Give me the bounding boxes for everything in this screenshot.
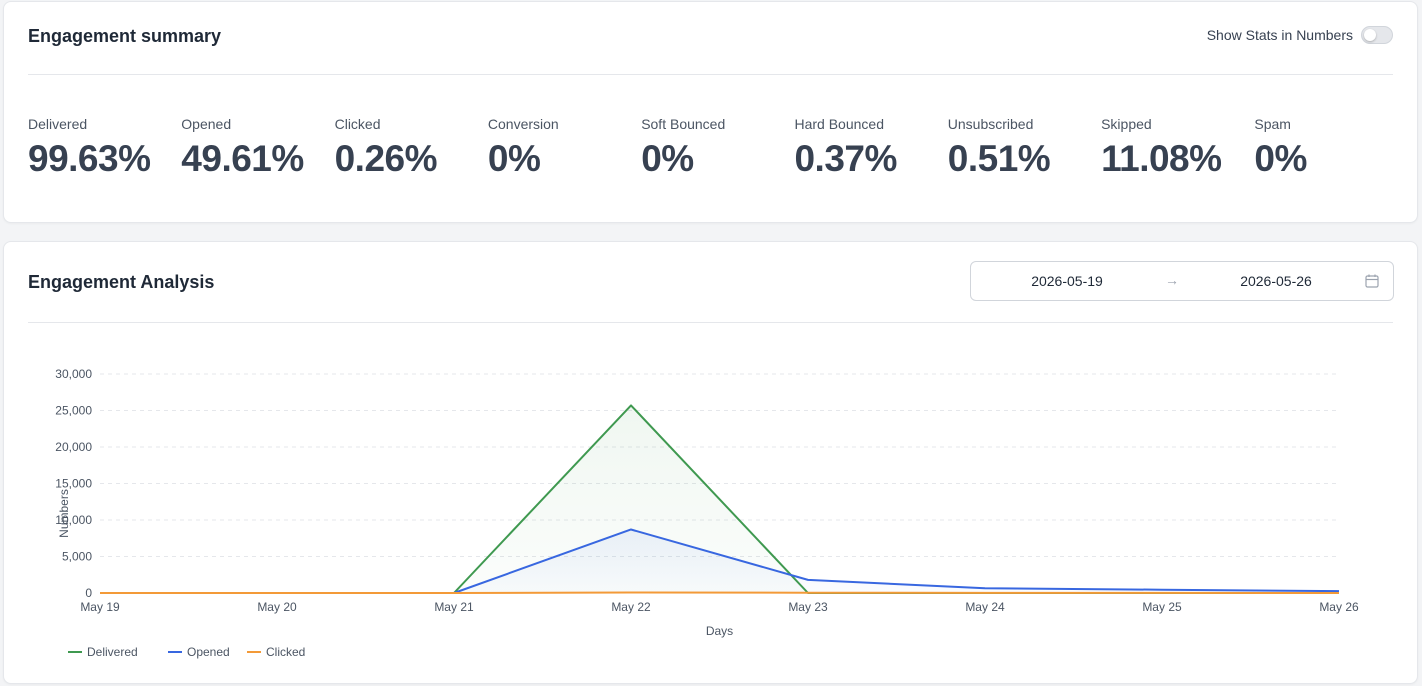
stat-skipped: Skipped 11.08% (1101, 116, 1254, 180)
y-tick-label: 25,000 (55, 404, 92, 418)
y-tick-label: 5,000 (62, 550, 92, 564)
stat-label: Unsubscribed (947, 116, 1034, 132)
x-tick-label: May 21 (434, 600, 474, 614)
stat-label: Opened (181, 116, 232, 132)
engagement-analysis-card: Engagement Analysis 2026-05-19 → 2026-05… (3, 241, 1418, 684)
stat-label: Hard Bounced (794, 116, 884, 132)
arrow-right-icon: → (1165, 272, 1179, 288)
start-date-input[interactable]: 2026-05-19 (1031, 273, 1103, 289)
legend-label-clicked: Clicked (266, 645, 305, 659)
stat-value: 0% (1254, 138, 1307, 179)
stat-value: 0.26% (334, 138, 438, 179)
x-tick-label: May 19 (80, 600, 120, 614)
y-tick-label: 20,000 (55, 440, 92, 454)
x-axis-title: Days (706, 624, 733, 638)
y-tick-label: 0 (85, 586, 92, 600)
stat-label: Clicked (334, 116, 381, 132)
end-date-input[interactable]: 2026-05-26 (1240, 273, 1312, 289)
stat-label: Skipped (1101, 116, 1152, 132)
stat-value: 0% (487, 138, 541, 179)
stat-label: Soft Bounced (641, 116, 726, 132)
stat-conversion: Conversion 0% (488, 116, 641, 180)
stat-spam: Spam 0% (1254, 116, 1407, 180)
x-tick-label: May 25 (1142, 600, 1182, 614)
stat-value: 0% (641, 138, 694, 179)
x-tick-label: May 20 (257, 600, 297, 614)
x-tick-label: May 22 (611, 600, 651, 614)
series-line-clicked (100, 591, 1340, 594)
engagement-summary-title: Engagement summary (28, 26, 222, 46)
y-tick-label: 30,000 (55, 367, 92, 381)
analysis-divider (28, 322, 1393, 323)
calendar-icon[interactable] (1365, 274, 1379, 288)
y-axis-title: Numbers (57, 489, 71, 538)
stat-value: 11.08% (1101, 138, 1222, 179)
stat-opened: Opened 49.61% (181, 116, 334, 180)
x-tick-label: May 26 (1319, 600, 1359, 614)
series-area-opened (100, 529, 1339, 593)
x-tick-label: May 23 (788, 600, 828, 614)
stat-value: 99.63% (28, 138, 151, 179)
legend-label-delivered: Delivered (87, 645, 138, 659)
engagement-summary-card: Engagement summary Show Stats in Numbers… (3, 1, 1418, 223)
stat-delivered: Delivered 99.63% (28, 116, 181, 180)
show-stats-toggle[interactable] (1361, 26, 1393, 44)
stat-soft-bounced: Soft Bounced 0% (641, 116, 794, 180)
stat-clicked: Clicked 0.26% (335, 116, 488, 180)
x-tick-label: May 24 (965, 600, 1005, 614)
stats-row: Delivered 99.63% Opened 49.61% Clicked 0… (28, 116, 1408, 180)
summary-divider (28, 74, 1393, 75)
toggle-knob (1364, 29, 1376, 41)
stat-value: 0.37% (794, 138, 897, 179)
show-stats-label: Show Stats in Numbers (1206, 27, 1353, 43)
stat-label: Spam (1254, 116, 1291, 132)
stat-label: Conversion (487, 116, 559, 132)
stat-unsubscribed: Unsubscribed 0.51% (948, 116, 1101, 180)
engagement-analysis-title: Engagement Analysis (28, 272, 215, 292)
stat-hard-bounced: Hard Bounced 0.37% (794, 116, 947, 180)
y-tick-label: 10,000 (55, 513, 92, 527)
legend-label-opened: Opened (187, 645, 230, 659)
show-stats-toggle-group: Show Stats in Numbers (1207, 26, 1393, 44)
stat-value: 0.51% (947, 138, 1051, 179)
stat-label: Delivered (28, 116, 88, 132)
date-range-picker[interactable]: 2026-05-19 → 2026-05-26 (970, 261, 1394, 301)
engagement-line-chart: 0 5,000 10,000 15,000 20,000 25,000 30,000 May … (55, 367, 1359, 659)
y-tick-label: 15,000 (55, 477, 92, 491)
stat-value: 49.61% (181, 138, 304, 179)
